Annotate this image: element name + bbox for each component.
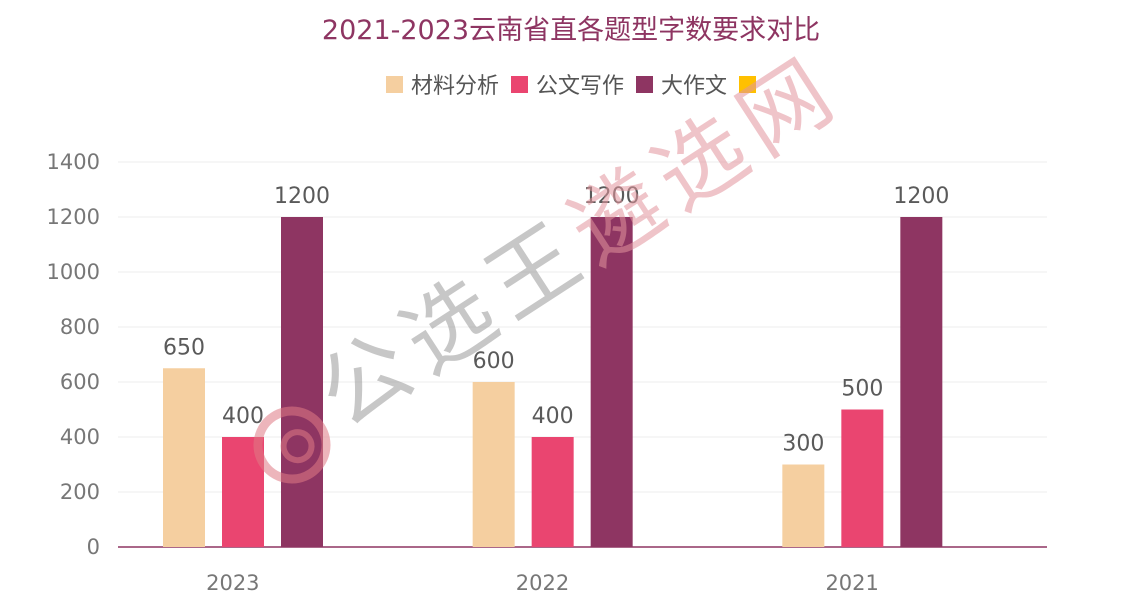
bar — [590, 217, 633, 547]
y-tick-label: 400 — [60, 425, 100, 449]
data-label: 400 — [222, 404, 264, 429]
legend-swatch — [510, 75, 528, 93]
data-label: 650 — [163, 335, 205, 360]
bar — [281, 217, 323, 547]
x-tick-label: 2022 — [516, 571, 569, 595]
legend: 材料分析 公文写作 大作文 — [0, 68, 1142, 100]
bar — [782, 464, 825, 547]
data-label: 600 — [473, 349, 515, 374]
bar — [222, 437, 264, 547]
legend-item-essay: 大作文 — [636, 68, 727, 100]
data-label: 1200 — [584, 184, 640, 209]
legend-swatch — [385, 75, 403, 93]
legend-item-official-writing: 公文写作 — [510, 68, 624, 100]
x-tick-label: 2023 — [206, 571, 259, 595]
legend-item-empty-series — [739, 75, 757, 93]
chart-title: 2021-2023云南省直各题型字数要求对比 — [321, 15, 821, 46]
data-label: 300 — [782, 432, 824, 457]
y-tick-label: 600 — [60, 370, 100, 394]
legend-swatch — [636, 75, 653, 93]
bar — [531, 437, 574, 547]
y-tick-label: 800 — [60, 315, 100, 339]
legend-label: 材料分析 — [410, 74, 499, 99]
data-label: 400 — [532, 404, 574, 429]
bar — [900, 217, 943, 547]
legend-label: 公文写作 — [535, 74, 624, 99]
legend-swatch — [739, 75, 757, 93]
y-tick-label: 1000 — [47, 260, 100, 284]
bar — [472, 382, 515, 547]
y-tick-label: 1400 — [47, 150, 100, 174]
y-tick-label: 200 — [60, 480, 100, 504]
bar — [163, 368, 205, 547]
data-label: 500 — [841, 377, 883, 402]
y-tick-label: 1200 — [47, 205, 100, 229]
legend-label: 大作文 — [661, 74, 728, 99]
x-tick-label: 2021 — [825, 571, 878, 595]
bar — [841, 409, 884, 547]
data-label: 1200 — [274, 184, 330, 209]
y-tick-label: 0 — [87, 535, 100, 559]
data-label: 1200 — [893, 184, 949, 209]
legend-item-material-analysis: 材料分析 — [385, 68, 499, 100]
